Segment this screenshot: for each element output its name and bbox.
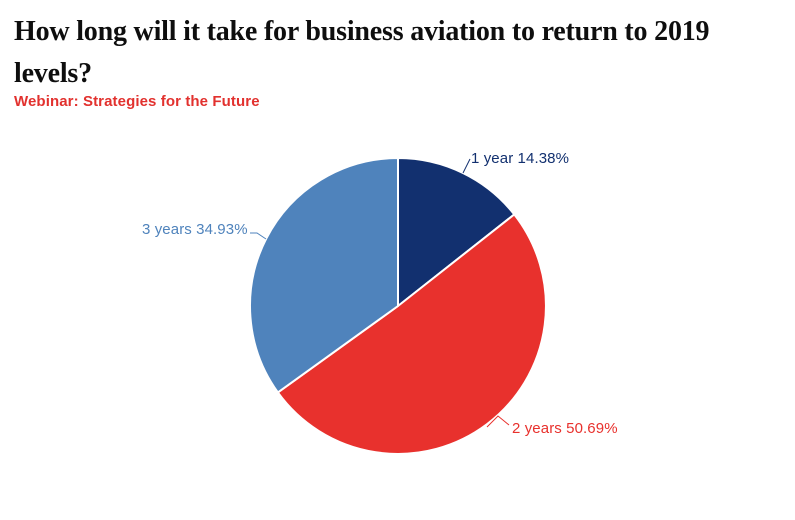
- page-title-line-1: How long will it take for business aviat…: [14, 16, 710, 47]
- pie-slices-group: [249, 157, 547, 455]
- slice-label-3-years: 3 years 34.93%: [142, 221, 248, 238]
- slice-label-2-years: 2 years 50.69%: [512, 420, 618, 437]
- pie-slice-2-years[interactable]: [276, 213, 547, 455]
- label-line-1-year: [462, 158, 471, 174]
- pie-slice-1-year[interactable]: [397, 157, 516, 307]
- slice-label-1-year: 1 year 14.38%: [471, 150, 570, 167]
- page-title: How long will it take for business aviat…: [14, 11, 710, 95]
- label-line-2-years: [486, 415, 510, 428]
- label-line-3-years: [250, 232, 267, 240]
- chart-subtitle: Webinar: Strategies for the Future: [14, 93, 260, 110]
- page-title-line-2: levels?: [14, 58, 92, 89]
- pie-slice-3-years[interactable]: [249, 157, 399, 394]
